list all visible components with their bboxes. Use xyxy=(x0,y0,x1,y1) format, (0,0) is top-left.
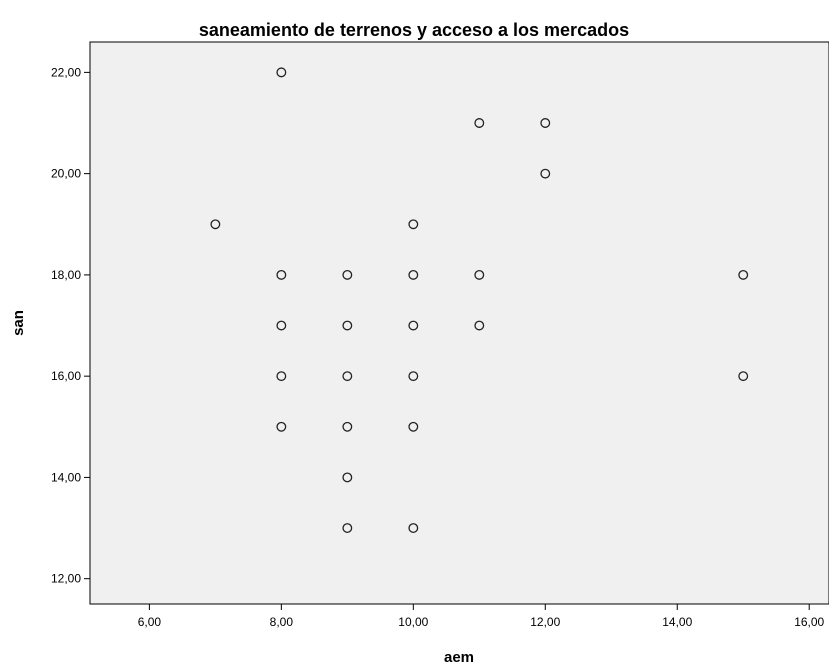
data-point xyxy=(540,168,551,179)
data-point xyxy=(474,320,485,331)
y-tick-label: 18,00 xyxy=(51,268,81,282)
data-point xyxy=(474,269,485,280)
x-axis-label: aem xyxy=(444,649,474,666)
data-point xyxy=(276,421,287,432)
data-point xyxy=(738,269,749,280)
data-points xyxy=(210,67,749,534)
data-point xyxy=(342,421,353,432)
x-tick-label: 16,00 xyxy=(794,615,824,629)
data-point xyxy=(342,269,353,280)
y-tick-label: 22,00 xyxy=(51,65,81,79)
y-axis-label: san xyxy=(10,310,27,336)
data-point xyxy=(738,371,749,382)
x-axis: 6,00 8,00 10,00 12,00 14,00 16,00 xyxy=(138,604,825,629)
data-point xyxy=(408,421,419,432)
data-point xyxy=(342,371,353,382)
plot-area xyxy=(89,41,829,605)
y-tick-label: 20,00 xyxy=(51,167,81,181)
data-point xyxy=(276,371,287,382)
data-point xyxy=(408,219,419,230)
data-point xyxy=(408,320,419,331)
data-point xyxy=(408,269,419,280)
data-point xyxy=(342,472,353,483)
y-tick-label: 16,00 xyxy=(51,369,81,383)
data-point xyxy=(474,118,485,128)
data-point xyxy=(540,118,551,128)
data-point xyxy=(342,523,353,534)
chart-title: saneamiento de terrenos y acceso a los m… xyxy=(199,20,629,40)
data-point xyxy=(342,320,353,331)
x-tick-label: 12,00 xyxy=(530,615,560,629)
data-point xyxy=(276,320,287,331)
data-point xyxy=(276,67,287,78)
x-tick-label: 14,00 xyxy=(662,615,692,629)
y-tick-label: 12,00 xyxy=(51,572,81,586)
data-point xyxy=(408,523,419,534)
x-tick-label: 10,00 xyxy=(398,615,428,629)
data-point xyxy=(408,371,419,382)
x-tick-label: 6,00 xyxy=(138,615,162,629)
data-point xyxy=(210,219,221,230)
data-point xyxy=(276,269,287,280)
y-axis: 12,00 14,00 16,00 18,00 20,00 22,00 xyxy=(51,65,90,586)
y-tick-label: 14,00 xyxy=(51,470,81,484)
x-tick-label: 8,00 xyxy=(270,615,294,629)
